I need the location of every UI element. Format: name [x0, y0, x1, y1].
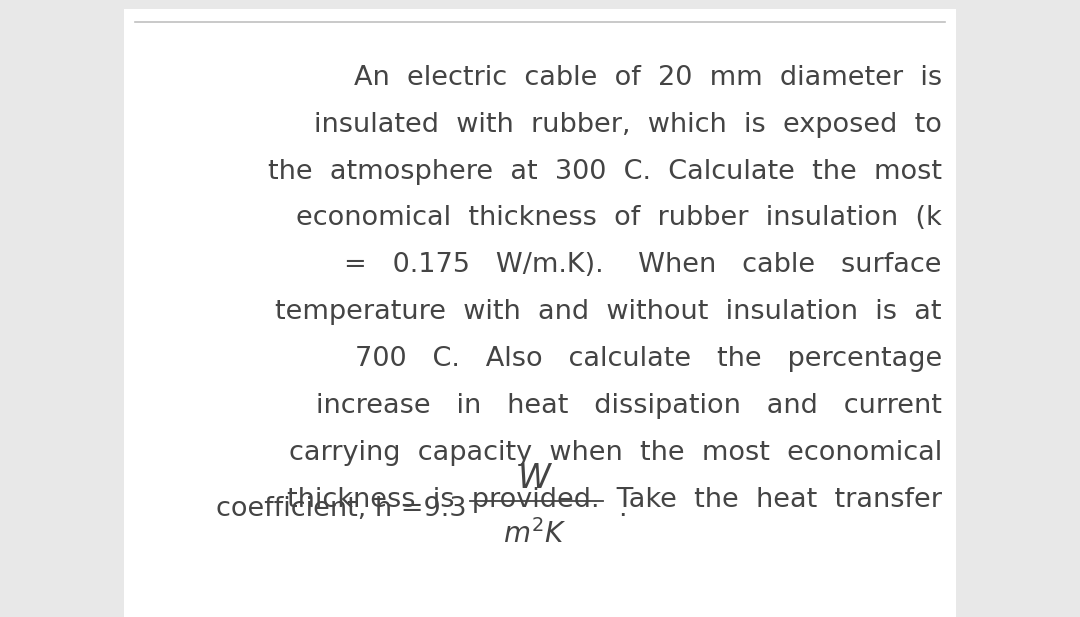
Text: An  electric  cable  of  20  mm  diameter  is: An electric cable of 20 mm diameter is [353, 65, 942, 91]
Text: the  atmosphere  at  300  C.  Calculate  the  most: the atmosphere at 300 C. Calculate the m… [268, 159, 942, 184]
Text: 700   C.   Also   calculate   the   percentage: 700 C. Also calculate the percentage [354, 346, 942, 372]
Text: increase   in   heat   dissipation   and   current: increase in heat dissipation and current [315, 393, 942, 419]
Text: thickness  is  provided.  Take  the  heat  transfer: thickness is provided. Take the heat tra… [287, 487, 942, 513]
Text: temperature  with  and  without  insulation  is  at: temperature with and without insulation … [275, 299, 942, 325]
Text: $W$: $W$ [516, 462, 553, 495]
Text: .: . [618, 496, 626, 522]
Text: carrying  capacity  when  the  most  economical: carrying capacity when the most economic… [288, 440, 942, 466]
Text: insulated  with  rubber,  which  is  exposed  to: insulated with rubber, which is exposed … [314, 112, 942, 138]
FancyBboxPatch shape [124, 9, 956, 617]
Text: economical  thickness  of  rubber  insulation  (k: economical thickness of rubber insulatio… [296, 205, 942, 231]
Text: $m^2 K$: $m^2 K$ [503, 519, 566, 549]
Text: coefficient, h =9.3: coefficient, h =9.3 [216, 496, 467, 522]
Text: =   0.175   W/m.K).    When   cable   surface: = 0.175 W/m.K). When cable surface [345, 252, 942, 278]
